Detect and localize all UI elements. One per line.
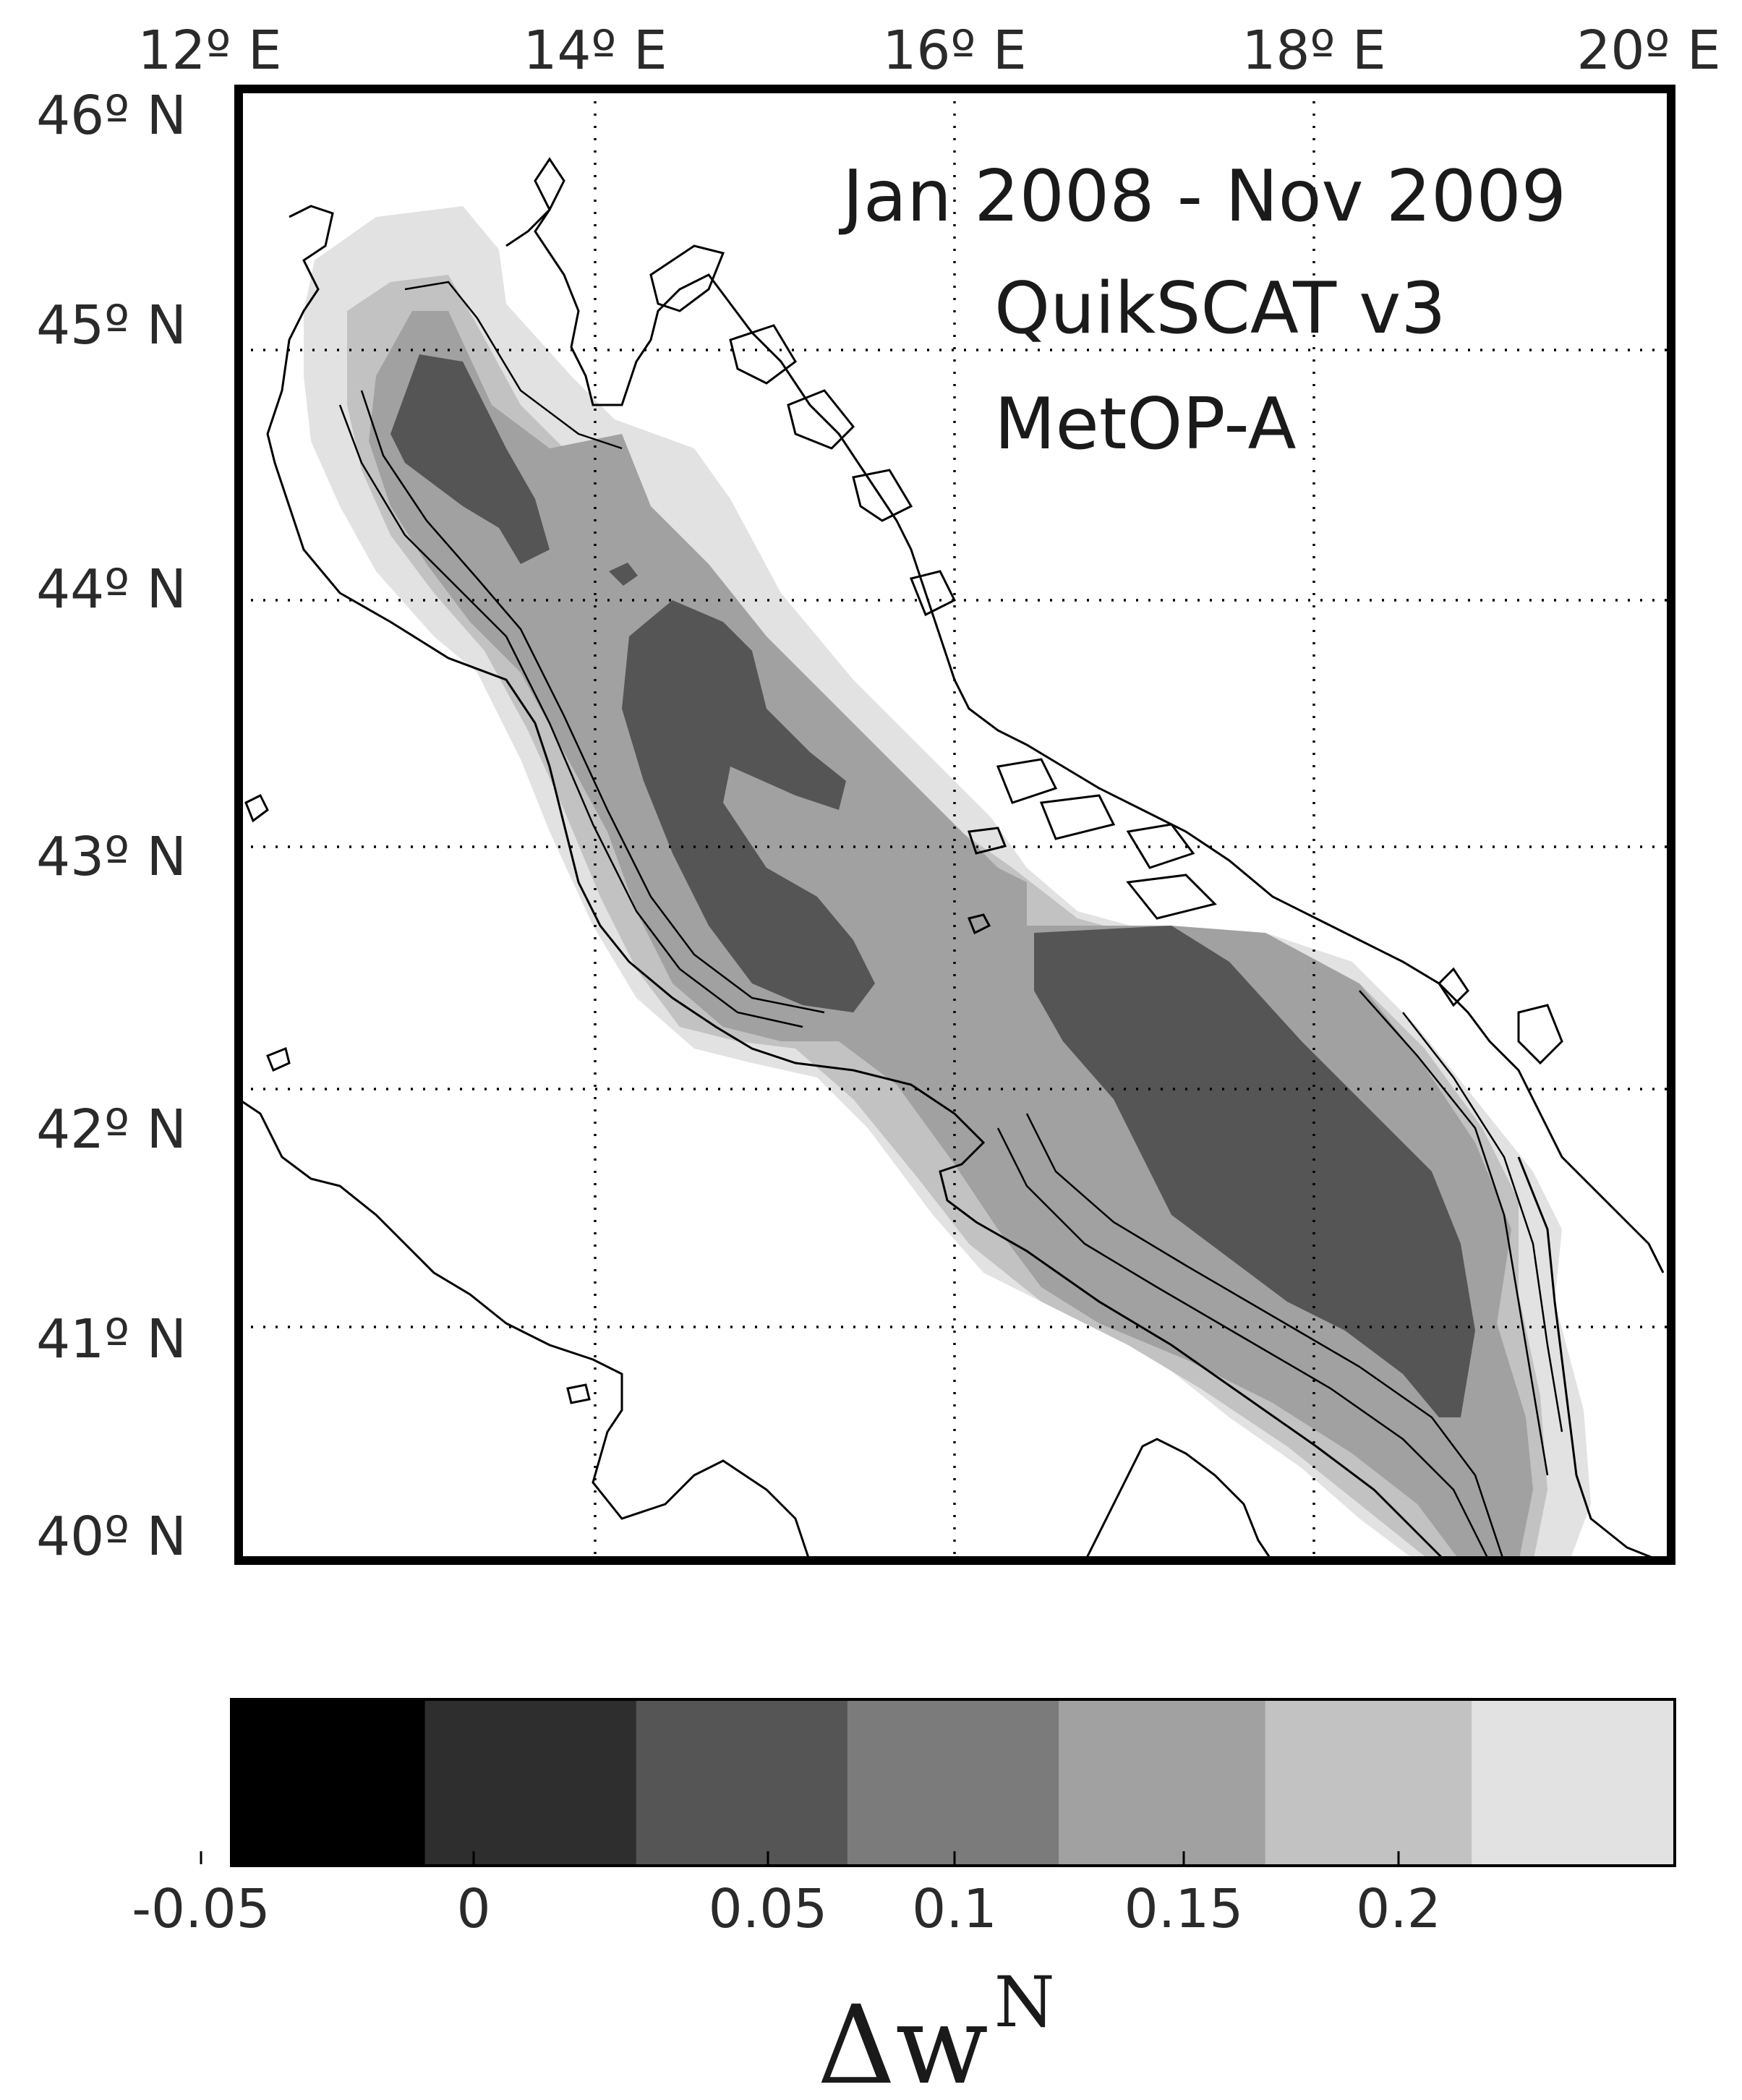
lat-label-40: 40º N	[36, 1506, 187, 1568]
annotation-dataset: QuikSCAT v3	[994, 268, 1446, 350]
lat-label-41: 41º N	[36, 1308, 187, 1370]
lon-label-18: 18º E	[1242, 20, 1386, 82]
band-mid	[369, 311, 1533, 1562]
band-dark-patch	[609, 563, 638, 586]
contour-1	[338, 404, 803, 1028]
coast-italy	[266, 205, 1448, 1563]
colorbar-title-sup: N	[994, 1962, 1055, 2043]
island-tremiti	[967, 913, 991, 935]
island-11	[1438, 967, 1469, 1007]
colorbar-tick-label: -0.05	[132, 1878, 270, 1940]
contour-5	[1025, 1113, 1506, 1563]
lat-label-44: 44º N	[36, 558, 187, 620]
colorbar-swatch	[1472, 1701, 1674, 1864]
lat-label-42: 42º N	[36, 1098, 187, 1161]
graticule	[239, 89, 1671, 1561]
lat-label-46: 46º N	[36, 85, 187, 147]
annotation-satellite: MetOP-A	[994, 383, 1297, 466]
contour-6	[1359, 990, 1549, 1476]
coast-croatia	[505, 157, 1665, 1273]
island-9	[967, 827, 1007, 855]
contour-7	[1402, 1012, 1563, 1433]
colorbar-tick-label: 0.05	[709, 1878, 828, 1940]
colorbar-ticks: -0.05 0 0.05 0.1 0.15 0.2	[132, 1851, 1441, 1940]
island-12	[1517, 1004, 1563, 1065]
lat-label-45: 45º N	[36, 294, 187, 357]
colorbar-tick-label: 0.15	[1124, 1878, 1244, 1940]
island-west-1	[244, 793, 269, 823]
colorbar-swatch	[424, 1701, 637, 1864]
island-1	[649, 244, 725, 312]
coast-albania	[1517, 1156, 1664, 1563]
island-4	[852, 469, 913, 522]
island-6	[996, 758, 1058, 804]
colorbar-title-main: Δw	[817, 1983, 989, 2100]
island-west-3	[566, 1383, 591, 1404]
annotation-period: Jan 2008 - Nov 2009	[838, 155, 1566, 238]
band-dark-center	[622, 600, 875, 1012]
island-8	[1126, 823, 1195, 869]
lat-label-43: 43º N	[36, 826, 187, 888]
lat-axis-labels: 46º N 45º N 44º N 43º N 42º N 41º N 40º …	[36, 85, 187, 1568]
field-contours	[338, 281, 1563, 1563]
island-3	[787, 389, 855, 450]
lon-axis-labels: 12º E 14º E 16º E 18º E 20º E	[137, 20, 1720, 82]
colorbar-title: ΔwN	[817, 1962, 1055, 2100]
colorbar-swatch	[233, 1701, 426, 1864]
colorbar: -0.05 0 0.05 0.1 0.15 0.2 ΔwN	[132, 1698, 1676, 2100]
coast-apulia	[238, 1098, 811, 1563]
colorbar-tick-label: 0.1	[912, 1878, 997, 1940]
colorbar-swatches	[233, 1701, 1674, 1864]
band-dark	[390, 354, 550, 564]
contour-4	[996, 1127, 1491, 1563]
colorbar-frame	[230, 1698, 1676, 1867]
lon-label-12: 12º E	[137, 20, 281, 82]
island-2	[729, 324, 797, 385]
map-annotations: Jan 2008 - Nov 2009 QuikSCAT v3 MetOP-A	[838, 155, 1566, 466]
colorbar-swatch	[1265, 1701, 1472, 1864]
coastlines	[238, 157, 1665, 1563]
colorbar-swatch	[636, 1701, 848, 1864]
band-dark-south	[1034, 926, 1475, 1417]
contour-2	[360, 390, 825, 1014]
lon-label-20: 20º E	[1576, 20, 1720, 82]
island-10	[1126, 874, 1217, 920]
lon-label-14: 14º E	[523, 20, 667, 82]
contour-3	[404, 281, 623, 450]
colorbar-tick-label: 0	[456, 1878, 490, 1940]
coast-taranto	[1083, 1438, 1274, 1563]
colorbar-swatch	[847, 1701, 1059, 1864]
field-shading	[304, 206, 1591, 1562]
island-5	[909, 570, 957, 617]
colorbar-tick-label: 0.2	[1356, 1878, 1441, 1940]
map-frame	[234, 85, 1675, 1565]
island-west-2	[266, 1046, 291, 1072]
island-7	[1039, 794, 1116, 840]
colorbar-swatch	[1059, 1701, 1266, 1864]
lon-label-16: 16º E	[882, 20, 1026, 82]
